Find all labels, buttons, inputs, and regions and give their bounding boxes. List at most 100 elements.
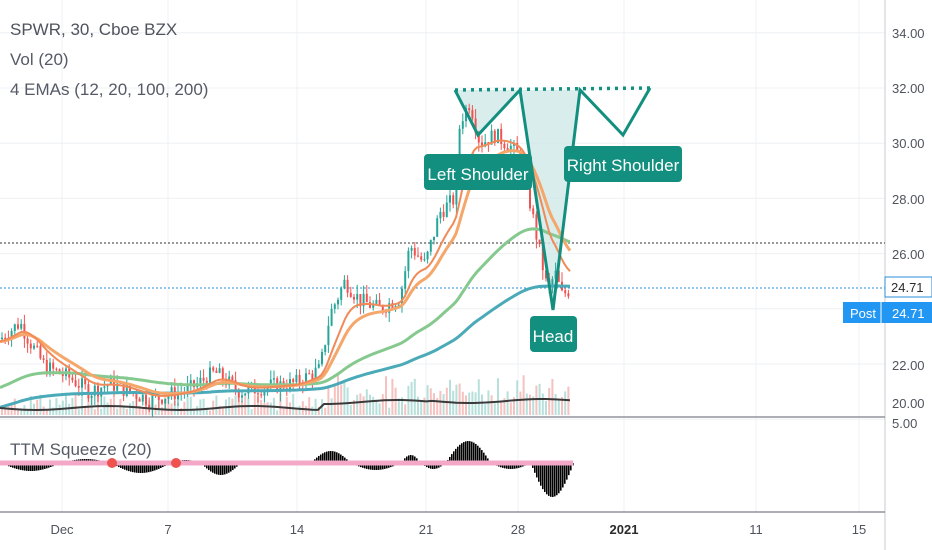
squeeze-bar [226,463,228,474]
volume-bar [500,400,503,415]
squeeze-bar [457,446,459,463]
squeeze-bar [216,463,218,475]
squeeze-bar [508,463,510,469]
squeeze-bar [338,453,340,463]
time-tick: Dec [50,522,74,537]
candle-body [189,380,192,385]
candle-body [218,368,221,373]
squeeze-bar [230,463,232,472]
candle-body [388,303,391,313]
candle-body [449,195,451,203]
volume-bar [506,391,509,415]
time-tick: 7 [164,522,171,537]
squeeze-bar [506,463,508,469]
volume-bar [106,402,109,415]
volume-bar [199,399,202,415]
candle-body [346,279,349,293]
squeeze-bar [483,452,485,463]
candle-body [10,331,13,340]
volume-bar [276,410,279,415]
candle-body [311,373,314,380]
squeeze-bar [366,463,368,469]
squeeze-bar [436,463,438,469]
volume-bar [193,409,195,415]
candle-body [87,384,90,399]
volume-bar [311,406,314,415]
head-label[interactable]: Head [530,316,577,352]
candle-body [532,208,535,215]
candle-body [420,256,423,260]
volume-bar [564,391,567,415]
volume-bar [100,408,103,415]
volume-bars [1,375,570,415]
squeeze-bar [40,463,42,470]
volume-bar [13,398,16,415]
volume-bar [378,403,381,415]
volume-bar [55,398,58,415]
squeeze-bar [334,451,336,463]
candle-body [391,303,394,309]
squeeze-bar [126,463,128,471]
volume-bar [77,409,80,415]
volume-bar [4,408,7,415]
volume-bar [205,407,208,415]
candle-body [340,288,343,300]
squeeze-bar [344,457,346,463]
squeeze-bar [463,442,465,463]
squeeze-bar [475,443,477,463]
volume-bar [525,393,528,415]
squeeze-bar [322,453,324,463]
squeeze-bar [386,463,388,469]
squeeze-bar [467,441,469,463]
candle-body [477,133,480,143]
candle-body [141,394,144,402]
candle-body [244,393,247,396]
candle-body [506,148,509,151]
candle-body [135,393,138,399]
squeeze-bar [534,463,536,473]
time-axis[interactable]: Dec 7 14 21 28 2021 11 15 [50,522,866,537]
current-price-value: 24.71 [891,280,924,295]
squeeze-bar [469,441,471,463]
squeeze-bar [224,463,226,475]
candle-body [177,392,179,400]
volume-bar [295,409,298,415]
left-shoulder-label[interactable]: Left Shoulder [424,154,532,190]
candle-body [97,385,99,397]
volume-bar [327,386,330,415]
candle-body [116,383,119,391]
volume-bar [401,397,403,415]
candle-body [33,345,35,349]
squeeze-bar [568,463,570,476]
price-tick: 28.00 [892,192,925,207]
volume-bar [545,400,547,415]
squeeze-bar [326,451,328,463]
neckline [454,86,651,92]
squeeze-bar [222,463,224,475]
price-axis[interactable]: 34.00 32.00 30.00 28.00 26.00 22.00 20.0… [892,26,925,431]
squeeze-bar [158,463,160,469]
squeeze-bar [548,463,550,496]
squeeze-bar [536,463,538,478]
squeeze-bar [459,444,461,463]
candle-body [186,384,189,392]
candle-body [343,279,346,289]
volume-bar [394,387,397,415]
volume-bar [391,378,394,415]
candle-body [314,367,317,380]
candle-body [461,121,464,129]
squeeze-bar [562,463,564,488]
time-tick: 21 [419,522,433,537]
candle-body [164,398,167,404]
squeeze-bar [376,463,378,470]
volume-bar [189,396,192,415]
right-shoulder-label[interactable]: Right Shoulder [564,146,682,182]
candle-body [436,218,439,237]
candle-body [433,236,435,241]
squeeze-bar [455,448,457,463]
volume-bar [532,396,535,415]
volume-bar [535,385,538,415]
candle-body [237,389,240,398]
squeeze-bar [36,463,38,471]
